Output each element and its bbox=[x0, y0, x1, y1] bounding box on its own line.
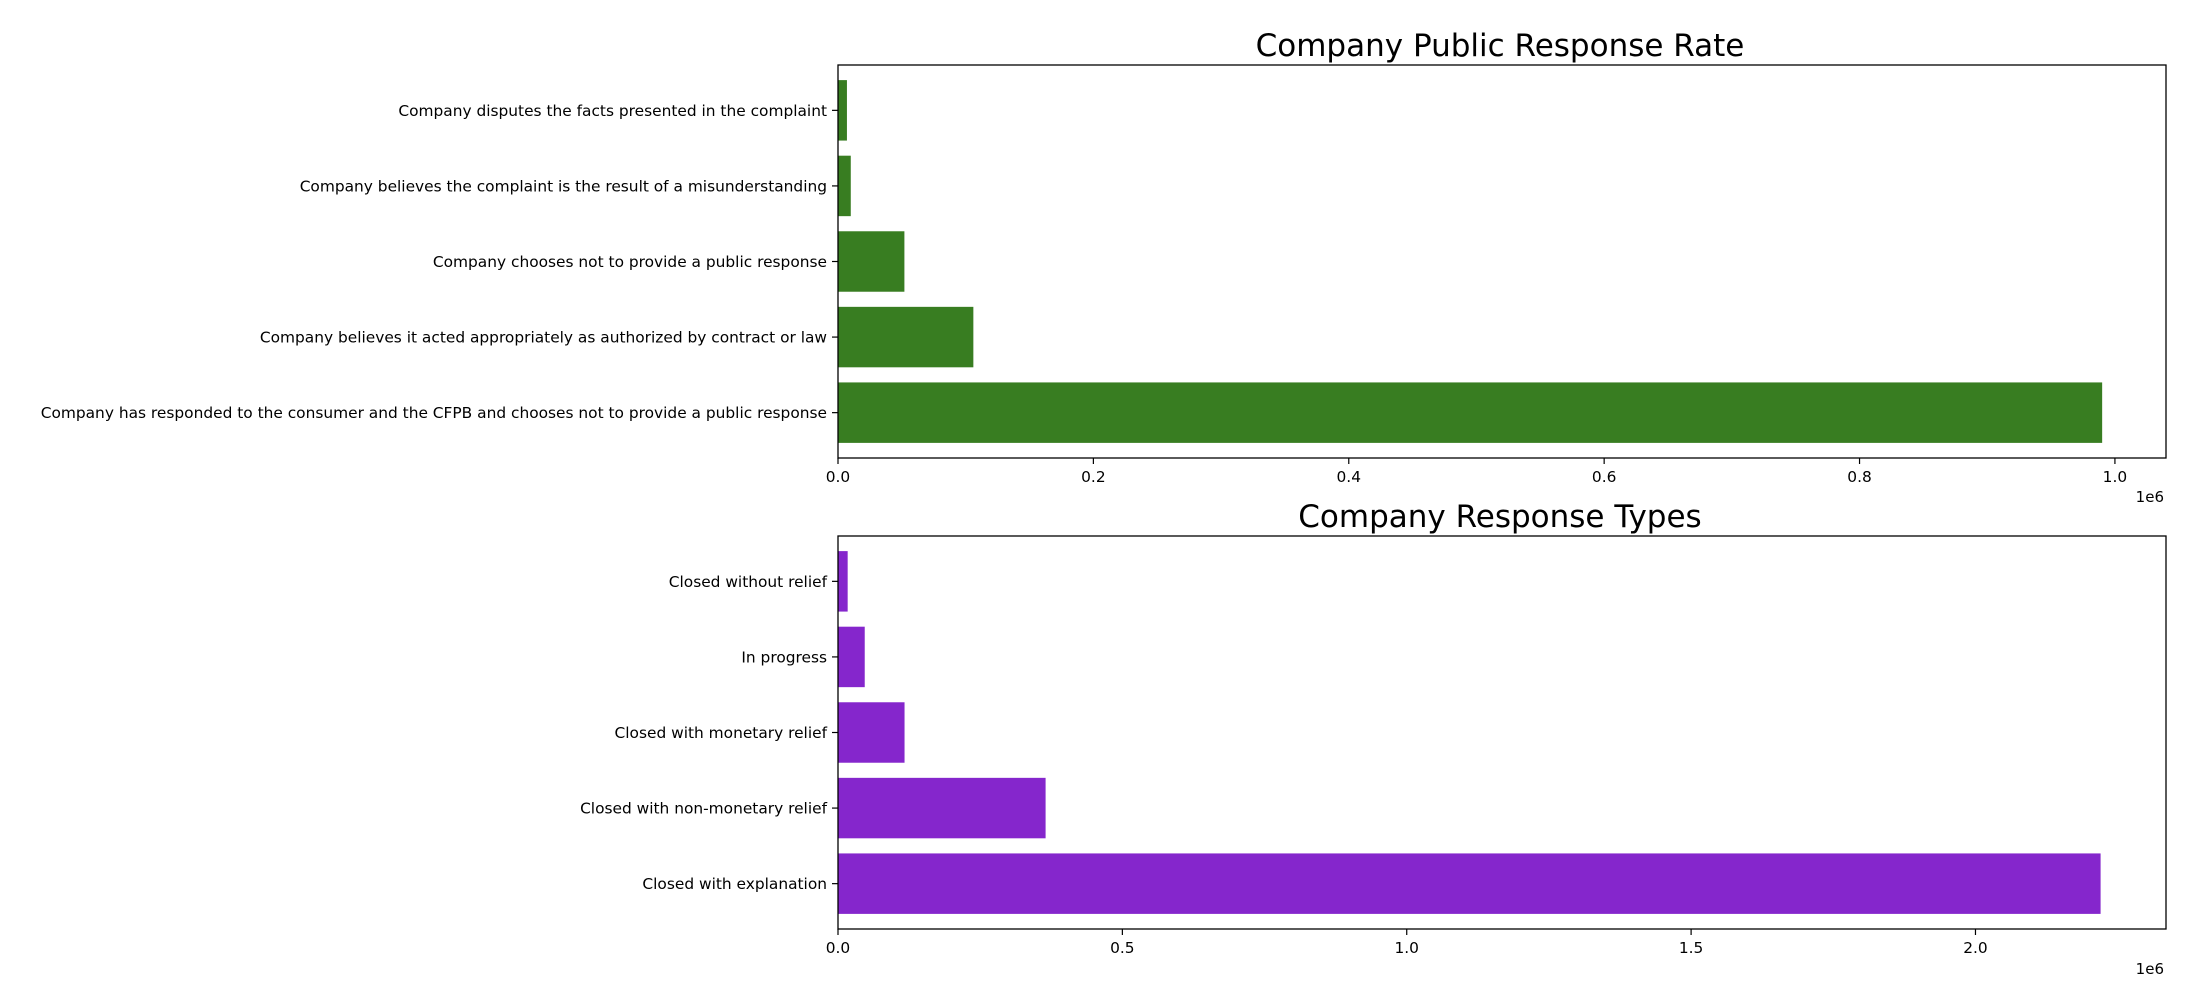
x-tick-label: 1.0 bbox=[2103, 468, 2127, 486]
bar bbox=[838, 702, 905, 763]
plot-frame bbox=[837, 64, 2167, 459]
plot-frame bbox=[837, 535, 2167, 930]
bar bbox=[838, 306, 974, 368]
x-ticks: 0.0 0.5 1.0 1.5 2.0 bbox=[826, 929, 1988, 957]
y-tick-label: Closed without relief bbox=[669, 573, 828, 591]
y-tick-labels: Company has responded to the consumer an… bbox=[41, 102, 838, 422]
chart-title: Company Response Types bbox=[1298, 499, 1701, 535]
x-offset-label: 1e6 bbox=[2136, 488, 2164, 506]
y-tick-label: Company disputes the facts presented in … bbox=[398, 102, 827, 120]
bars bbox=[838, 80, 2103, 443]
x-ticks: 0.0 0.2 0.4 0.6 0.8 1.0 bbox=[826, 458, 2127, 486]
x-tick-label: 0.4 bbox=[1337, 468, 1361, 486]
chart-title: Company Public Response Rate bbox=[1256, 28, 1745, 64]
chart-public-response-rate: Company Public Response Rate Company has… bbox=[41, 28, 2167, 506]
x-tick-label: 2.0 bbox=[1963, 939, 1987, 957]
y-tick-label: Closed with monetary relief bbox=[615, 724, 828, 742]
x-tick-label: 0.0 bbox=[826, 468, 850, 486]
bar bbox=[838, 155, 851, 217]
bar bbox=[838, 382, 2103, 443]
x-tick-label: 0.5 bbox=[1110, 939, 1134, 957]
chart-response-types: Company Response Types Closed with expla… bbox=[580, 499, 2167, 978]
y-tick-labels: Closed with explanation Closed with non-m… bbox=[580, 573, 838, 893]
x-offset-label: 1e6 bbox=[2136, 960, 2164, 978]
x-tick-label: 0.0 bbox=[826, 939, 850, 957]
x-tick-label: 0.2 bbox=[1081, 468, 1105, 486]
x-tick-label: 0.6 bbox=[1592, 468, 1616, 486]
bar bbox=[838, 853, 2101, 914]
y-tick-label: Closed with explanation bbox=[642, 875, 827, 893]
x-tick-label: 1.0 bbox=[1394, 939, 1418, 957]
x-tick-label: 1.5 bbox=[1679, 939, 1703, 957]
bar bbox=[838, 551, 848, 612]
x-tick-label: 0.8 bbox=[1847, 468, 1871, 486]
y-tick-label: Company has responded to the consumer an… bbox=[41, 404, 827, 422]
bar bbox=[838, 626, 865, 688]
bar bbox=[838, 80, 847, 141]
y-tick-label: Company believes the complaint is the re… bbox=[300, 177, 827, 195]
bar bbox=[838, 231, 905, 292]
y-tick-label: Closed with non-monetary relief bbox=[580, 800, 828, 818]
bars bbox=[838, 551, 2101, 914]
y-tick-label: Company believes it acted appropriately … bbox=[260, 329, 827, 347]
bar bbox=[838, 777, 1046, 839]
y-tick-label: Company chooses not to provide a public … bbox=[433, 253, 827, 271]
y-tick-label: In progress bbox=[741, 648, 827, 666]
